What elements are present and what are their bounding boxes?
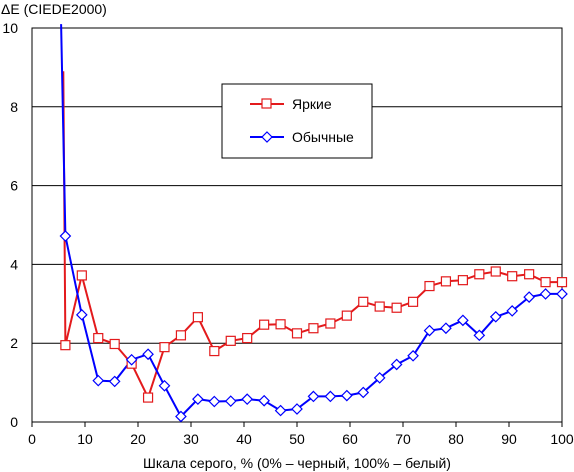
data-point-bright bbox=[325, 318, 336, 329]
x-tick-label: 100 bbox=[550, 431, 574, 447]
x-tick-label: 10 bbox=[77, 431, 93, 447]
y-tick-labels: 0 2 4 6 8 10 bbox=[2, 20, 18, 430]
x-tick-label: 80 bbox=[448, 431, 464, 447]
y-tick-label: 4 bbox=[10, 256, 18, 272]
data-point-normal bbox=[108, 375, 121, 388]
data-point-normal bbox=[357, 386, 370, 399]
data-point-bright bbox=[308, 323, 319, 334]
data-point-normal bbox=[258, 394, 270, 407]
data-point-bright bbox=[242, 332, 253, 344]
x-tick-label: 40 bbox=[236, 431, 252, 447]
x-tick-labels: 0 10 20 30 40 50 60 70 80 90 100 bbox=[28, 431, 574, 447]
data-point-normal bbox=[423, 324, 436, 337]
legend-marker-normal bbox=[261, 131, 273, 143]
data-point-normal bbox=[307, 390, 320, 403]
x-tick-label: 50 bbox=[289, 431, 305, 447]
data-point-bright bbox=[358, 296, 369, 307]
y-tick-label: 0 bbox=[10, 414, 18, 430]
data-point-normal bbox=[274, 404, 287, 417]
data-point-normal bbox=[373, 372, 386, 384]
x-tick-label: 60 bbox=[342, 431, 358, 447]
data-point-bright bbox=[457, 275, 468, 286]
data-point-normal bbox=[125, 353, 138, 366]
data-point-bright bbox=[507, 271, 518, 282]
data-point-normal bbox=[324, 390, 337, 403]
data-point-normal bbox=[158, 379, 171, 392]
data-point-bright bbox=[109, 338, 120, 350]
data-point-bright bbox=[142, 392, 154, 403]
data-point-normal bbox=[523, 291, 535, 303]
data-point-normal bbox=[506, 305, 519, 317]
data-point-normal bbox=[407, 349, 419, 362]
data-point-bright bbox=[556, 277, 568, 288]
data-point-normal bbox=[208, 395, 221, 408]
data-point-normal bbox=[489, 310, 502, 323]
data-point-normal bbox=[92, 374, 105, 387]
data-point-bright bbox=[540, 277, 551, 288]
data-point-bright bbox=[341, 310, 352, 321]
legend-label-normal: Обычные bbox=[292, 129, 354, 145]
data-point-bright bbox=[76, 270, 87, 281]
data-point-bright bbox=[474, 269, 485, 280]
data-point-bright bbox=[209, 345, 220, 357]
data-point-normal bbox=[539, 288, 552, 300]
data-point-normal bbox=[390, 358, 403, 371]
data-point-bright bbox=[490, 266, 501, 277]
data-point-bright bbox=[374, 301, 385, 312]
data-point-normal bbox=[241, 393, 254, 405]
data-point-normal bbox=[291, 403, 303, 415]
data-point-normal bbox=[75, 308, 88, 321]
data-point-normal bbox=[440, 322, 452, 335]
y-tick-label: 2 bbox=[10, 335, 18, 351]
data-point-normal bbox=[59, 230, 72, 242]
data-point-bright bbox=[291, 328, 303, 339]
legend: Яркие Обычные bbox=[221, 83, 373, 159]
x-tick-label: 0 bbox=[28, 431, 36, 447]
legend-box bbox=[221, 83, 373, 159]
data-point-bright bbox=[259, 319, 270, 330]
data-point-bright bbox=[60, 340, 71, 351]
series-line-normal bbox=[60, 24, 562, 418]
data-point-normal bbox=[473, 329, 486, 342]
data-point-normal bbox=[224, 395, 237, 407]
data-point-bright bbox=[424, 280, 435, 292]
legend-marker-bright bbox=[261, 98, 272, 109]
x-tick-marks bbox=[31, 422, 563, 427]
data-point-bright bbox=[175, 330, 187, 341]
chart-title: ΔE (CIEDE2000) bbox=[1, 1, 107, 17]
data-point-bright bbox=[225, 335, 236, 346]
x-tick-label: 70 bbox=[395, 431, 411, 447]
x-tick-label: 30 bbox=[183, 431, 199, 447]
x-axis-label: Шкала серого, % (0% – черный, 100% – бел… bbox=[143, 455, 451, 471]
y-tick-label: 10 bbox=[2, 20, 18, 36]
series-layer bbox=[59, 24, 568, 423]
data-point-bright bbox=[93, 332, 104, 344]
data-point-normal bbox=[556, 288, 568, 300]
data-point-bright bbox=[524, 269, 535, 280]
data-point-bright bbox=[440, 276, 452, 287]
x-tick-label: 90 bbox=[501, 431, 517, 447]
x-tick-label: 20 bbox=[130, 431, 146, 447]
data-point-bright bbox=[275, 319, 286, 330]
data-point-bright bbox=[407, 296, 419, 307]
data-point-normal bbox=[192, 393, 204, 405]
data-point-normal bbox=[340, 389, 353, 402]
data-point-bright bbox=[391, 302, 402, 313]
y-tick-label: 6 bbox=[10, 178, 18, 194]
data-point-normal bbox=[142, 348, 154, 361]
data-point-bright bbox=[192, 312, 203, 323]
legend-label-bright: Яркие bbox=[292, 96, 332, 112]
data-point-normal bbox=[457, 314, 469, 327]
data-point-bright bbox=[159, 342, 170, 353]
data-point-normal bbox=[175, 410, 187, 423]
y-tick-label: 8 bbox=[10, 99, 18, 115]
